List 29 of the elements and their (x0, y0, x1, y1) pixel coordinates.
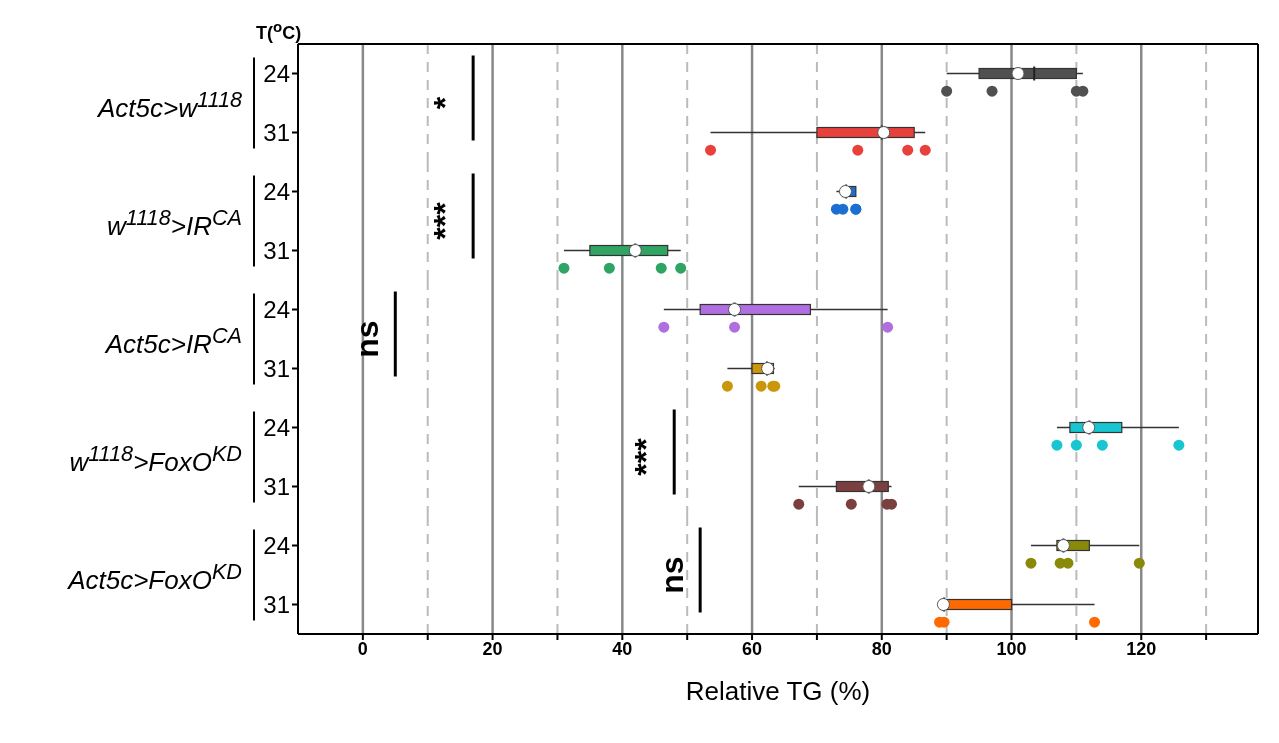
y-axis-title: Act5c>w$^{1118}$ (98, 87, 242, 124)
x-tick-label: 60 (742, 638, 763, 659)
x-tick-label: 120 (1126, 638, 1157, 659)
x-tick-label: 20 (482, 638, 503, 659)
y-axis-title: Act5c>IR$^{CA}$ (105, 323, 242, 360)
x-tick-label: 0 (357, 638, 368, 659)
y-tick-label: 31 (263, 473, 290, 501)
annotation: ns (348, 320, 386, 358)
y-tick-label: 24 (263, 296, 290, 324)
y-tick-label: 31 (263, 119, 290, 147)
y-tick-label: 24 (263, 60, 290, 88)
y-tick-label: 31 (263, 355, 290, 383)
y-axis-title: w$^{1118}$>FoxO$^{KD}$ (69, 441, 242, 478)
annotation: *** (426, 202, 464, 240)
annotation: *** (627, 438, 665, 476)
y-tick-label: 24 (263, 178, 290, 206)
annotation: * (426, 95, 464, 112)
y-tick-label: 31 (263, 591, 290, 619)
y-tick-label: 24 (263, 532, 290, 560)
y-tick-label: 24 (263, 414, 290, 442)
x-tick-label: 80 (871, 638, 892, 659)
y-axis-title: w$^{1118}$>IR$^{CA}$ (106, 205, 242, 242)
x-tick-label: 100 (996, 638, 1027, 659)
y-tick-label: 31 (263, 237, 290, 265)
x-tick-label: 40 (612, 638, 633, 659)
x-axis-title: Relative TG (%) (685, 676, 871, 706)
annotation: ns (653, 556, 691, 594)
text: T($^{o}$C) (256, 18, 302, 44)
y-axis-title: Act5c>FoxO$^{KD}$ (68, 559, 242, 596)
